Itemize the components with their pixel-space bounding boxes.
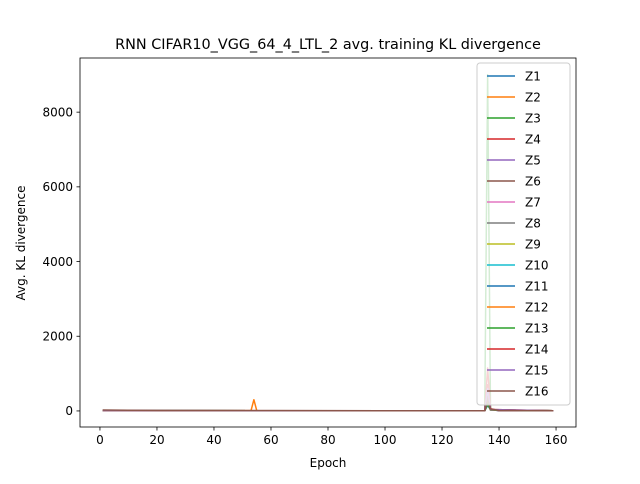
series-line-z16 [102,398,554,412]
x-tick-label: 0 [96,433,104,447]
legend-label: Z15 [525,364,549,378]
legend-item: Z4 [487,133,541,147]
legend-item: Z16 [487,385,549,399]
legend-item: Z6 [487,175,541,189]
legend-label: Z4 [525,133,541,147]
legend-label: Z9 [525,238,541,252]
legend-item: Z14 [487,343,549,357]
legend-item: Z1 [487,70,541,84]
legend: Z1 Z2 Z3 Z4 Z5 Z6 Z7 Z8 Z9 Z10 Z11 Z12 Z13 Z14 Z15 Z16 [476,62,571,406]
legend-item: Z3 [487,112,541,126]
legend-item: Z13 [487,322,549,336]
legend-item: Z5 [487,154,541,168]
legend-label: Z1 [525,70,541,84]
legend-label: Z7 [525,196,541,210]
legend-item: Z2 [487,91,541,105]
x-axis: 0 20 40 60 80 100 120 140 160 [96,427,567,447]
legend-item: Z11 [487,280,549,294]
legend-item: Z15 [487,364,549,378]
legend-label: Z14 [525,343,549,357]
x-axis-label: Epoch [310,456,347,470]
legend-label: Z2 [525,91,541,105]
legend-label: Z10 [525,259,549,273]
chart-title: RNN CIFAR10_VGG_64_4_LTL_2 avg. training… [115,37,541,53]
y-tick-label: 2000 [42,330,73,344]
x-tick-label: 140 [488,433,511,447]
legend-label: Z16 [525,385,549,399]
x-tick-label: 20 [149,433,164,447]
y-tick-label: 8000 [42,105,73,119]
y-axis: 0 2000 4000 6000 8000 [42,105,80,418]
legend-item: Z10 [487,259,549,273]
legend-label: Z11 [525,280,549,294]
y-tick-label: 6000 [42,180,73,194]
legend-label: Z6 [525,175,541,189]
legend-label: Z3 [525,112,541,126]
legend-label: Z12 [525,301,549,315]
x-tick-label: 80 [320,433,335,447]
y-axis-label: Avg. KL divergence [14,186,28,301]
legend-item: Z8 [487,217,541,231]
y-tick-label: 4000 [42,255,73,269]
legend-label: Z8 [525,217,541,231]
legend-label: Z5 [525,154,541,168]
x-tick-label: 100 [374,433,397,447]
x-tick-label: 60 [263,433,278,447]
legend-label: Z13 [525,322,549,336]
series-layer [102,74,554,412]
legend-box [476,62,571,406]
y-tick-label: 0 [65,404,73,418]
x-tick-label: 40 [206,433,221,447]
x-tick-label: 120 [431,433,454,447]
legend-item: Z7 [487,196,541,210]
legend-item: Z12 [487,301,549,315]
x-tick-label: 160 [545,433,568,447]
legend-item: Z9 [487,238,541,252]
